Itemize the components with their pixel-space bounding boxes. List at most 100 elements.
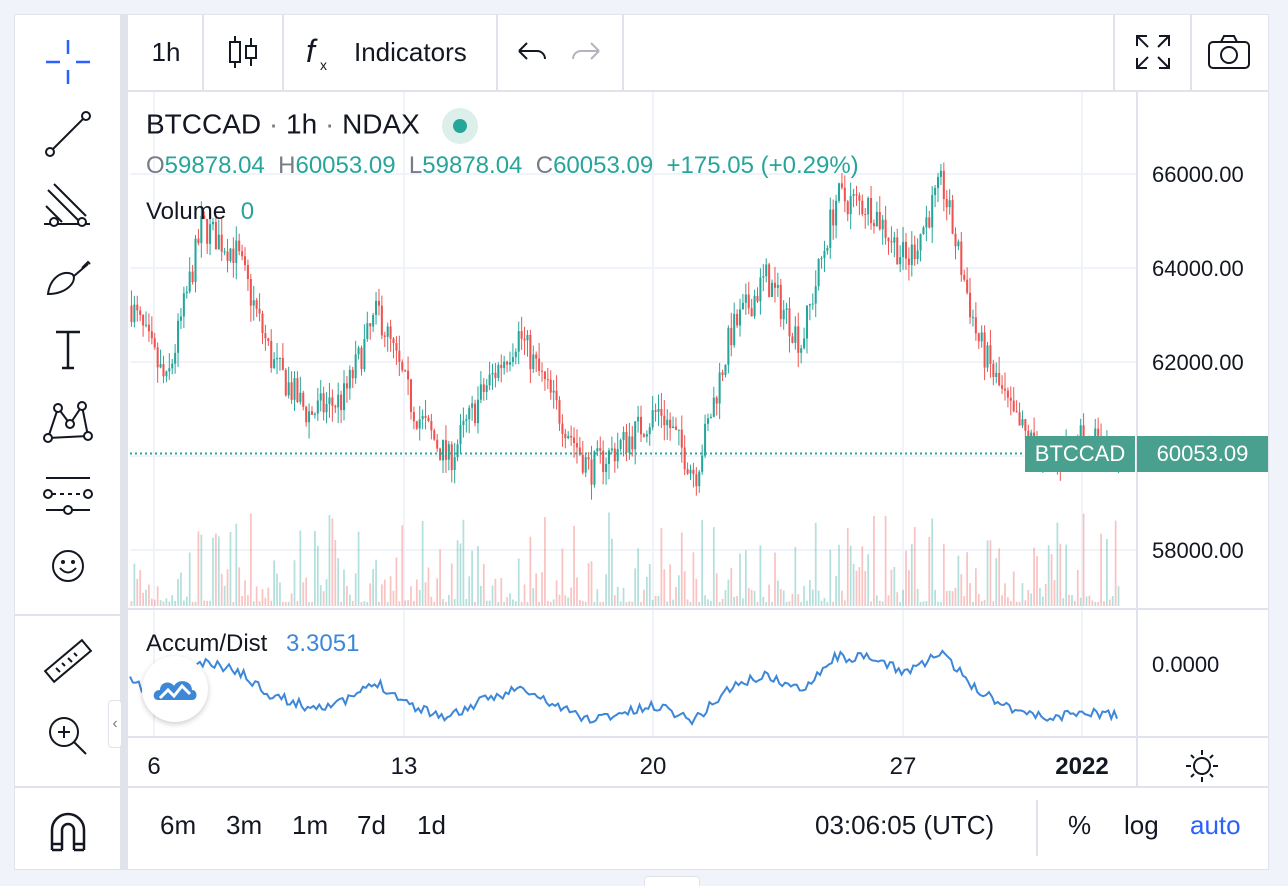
auto-toggle[interactable]: auto [1190, 810, 1241, 841]
log-toggle[interactable]: log [1124, 810, 1159, 841]
ad-legend[interactable]: Accum/Dist 3.3051 [146, 630, 359, 658]
zoom-in-tool[interactable] [28, 704, 108, 764]
candle-body [628, 436, 631, 453]
pitchfork-tool[interactable] [28, 176, 108, 236]
candle-body [564, 433, 567, 439]
candle-body [299, 392, 302, 402]
text-tool[interactable] [28, 320, 108, 380]
volume-bar [937, 601, 939, 606]
candle-body [287, 382, 290, 396]
volume-bar [695, 579, 698, 606]
interval-button[interactable]: 1h [130, 18, 202, 86]
volume-bar [1021, 583, 1024, 606]
candle-body [715, 397, 718, 404]
candle-body [590, 459, 593, 485]
volume-bar [514, 601, 517, 606]
screenshot-button[interactable] [1192, 18, 1266, 86]
left-toolbar-border [120, 14, 128, 870]
magnet-tool[interactable] [28, 802, 108, 862]
volume-bar [841, 590, 843, 606]
volume-bar [1088, 595, 1091, 606]
volume-bar [809, 580, 811, 606]
volume-bar [316, 545, 319, 606]
volume-bar [337, 558, 340, 606]
chart-settings-button[interactable] [1176, 744, 1228, 788]
candle-body [639, 416, 643, 435]
volume-bar [576, 577, 578, 606]
candle-body [642, 434, 645, 437]
collapse-toolbar-button[interactable]: ‹ [108, 700, 122, 748]
volume-bar [229, 532, 232, 606]
candle-body [465, 419, 468, 421]
crosshair-tool[interactable] [28, 32, 108, 92]
volume-bars [130, 512, 1120, 606]
volume-bar [279, 582, 281, 606]
pane-separator[interactable] [128, 608, 1269, 610]
volume-bar [1111, 596, 1114, 606]
candle-body [855, 194, 858, 196]
measure-tool[interactable] [28, 632, 108, 692]
volume-bar [453, 599, 456, 606]
candle-body [372, 314, 375, 327]
volume-legend[interactable]: Volume 0 [146, 198, 254, 226]
tradingview-logo[interactable] [142, 656, 208, 722]
range-7d[interactable]: 7d [357, 810, 386, 841]
candle-body [893, 237, 896, 243]
redo-button[interactable] [562, 18, 612, 86]
candle-body [243, 256, 247, 266]
candle-body [433, 430, 436, 440]
pattern-tool[interactable] [28, 392, 108, 452]
high-label: H [278, 152, 296, 179]
candle-body [540, 370, 544, 372]
candle-body [407, 370, 410, 380]
volume-bar [1004, 583, 1006, 606]
market-status-icon[interactable] [441, 108, 478, 144]
smiley-icon [52, 550, 84, 582]
chart-type-button[interactable] [204, 18, 282, 86]
volume-bar [1071, 595, 1073, 606]
widget-resize-handle[interactable] [644, 876, 700, 886]
volume-bar [177, 578, 179, 606]
range-3m[interactable]: 3m [226, 810, 262, 841]
indicators-button[interactable]: f x Indicators [284, 18, 496, 86]
candle-body [660, 408, 663, 416]
candle-body [578, 447, 581, 455]
volume-bar [1100, 533, 1102, 606]
candle-body [325, 403, 328, 413]
fullscreen-button[interactable] [1116, 18, 1190, 86]
range-1d[interactable]: 1d [417, 810, 446, 841]
candle-body [951, 200, 954, 234]
candle-body [674, 426, 677, 430]
candle-body [380, 305, 383, 336]
prediction-tool[interactable] [28, 464, 108, 524]
pattern-icon [43, 401, 93, 443]
candle-body [322, 393, 325, 413]
candle-body [631, 436, 634, 450]
toolbar-divider-2 [14, 786, 120, 788]
candle-body [261, 313, 264, 334]
volume-bar [552, 599, 555, 606]
utc-clock[interactable]: 03:06:05 (UTC) [815, 810, 994, 841]
candle-body [753, 296, 756, 317]
volume-bar [605, 574, 607, 606]
volume-bar [538, 601, 540, 606]
volume-bar [654, 595, 657, 606]
candle-body [508, 362, 512, 365]
volume-bar [692, 552, 695, 606]
range-6m[interactable]: 6m [160, 810, 196, 841]
percent-toggle[interactable]: % [1068, 810, 1091, 841]
brush-tool[interactable] [28, 248, 108, 308]
symbol-legend[interactable]: BTCCAD · 1h · NDAX [146, 108, 478, 144]
icon-tool[interactable] [28, 536, 108, 596]
candle-body [357, 347, 360, 355]
volume-bar [366, 601, 369, 606]
candle-body [581, 454, 584, 473]
undo-button[interactable] [506, 18, 556, 86]
candle-body [447, 444, 450, 460]
volume-bar [334, 540, 337, 606]
trend-line-tool[interactable] [28, 104, 108, 164]
range-1m[interactable]: 1m [292, 810, 328, 841]
volume-bar [215, 533, 217, 606]
volume-bar [220, 573, 223, 606]
